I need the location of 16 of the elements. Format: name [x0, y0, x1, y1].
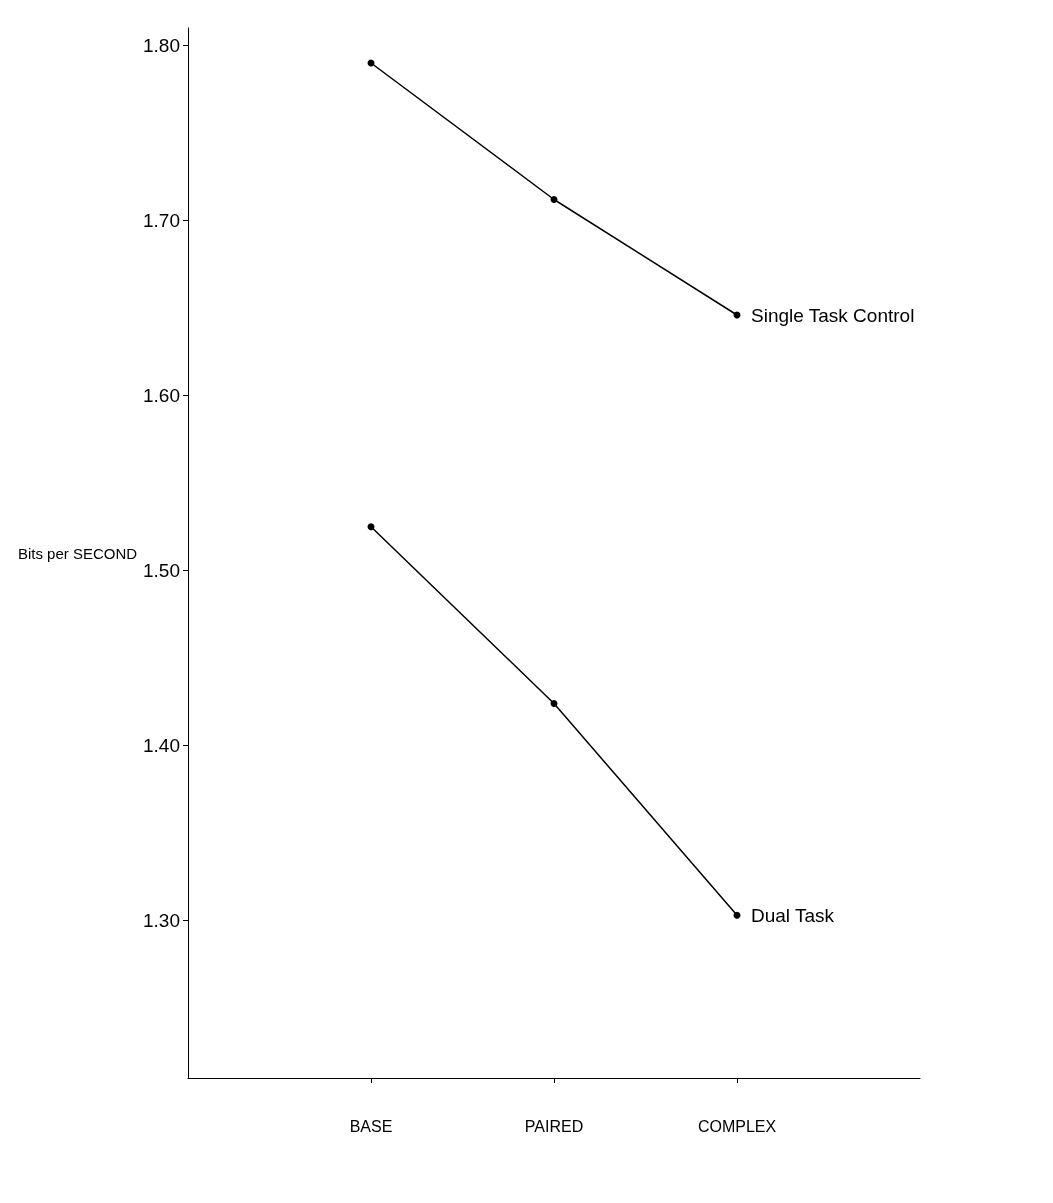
y-tick-label: 1.40	[143, 735, 180, 756]
series-label: Dual Task	[751, 904, 835, 926]
point	[367, 523, 375, 531]
point	[550, 196, 558, 203]
y-tick-label: 1.70	[143, 210, 180, 231]
y-tick-label: 1.80	[143, 35, 180, 56]
x-tick-label: BASE	[349, 1117, 393, 1135]
y-tick-label: 1.60	[143, 385, 180, 406]
point	[550, 700, 558, 707]
y-tick-label: 1.50	[143, 560, 180, 581]
y-tick-label: 1.30	[143, 910, 180, 931]
y-axis-title: Bits per SECOND	[17, 544, 138, 562]
x-tick-label: COMPLEX	[697, 1117, 777, 1135]
point	[733, 911, 741, 919]
x-tick-label: PAIRED	[524, 1117, 584, 1135]
series-label: Single Task Control	[751, 304, 915, 326]
